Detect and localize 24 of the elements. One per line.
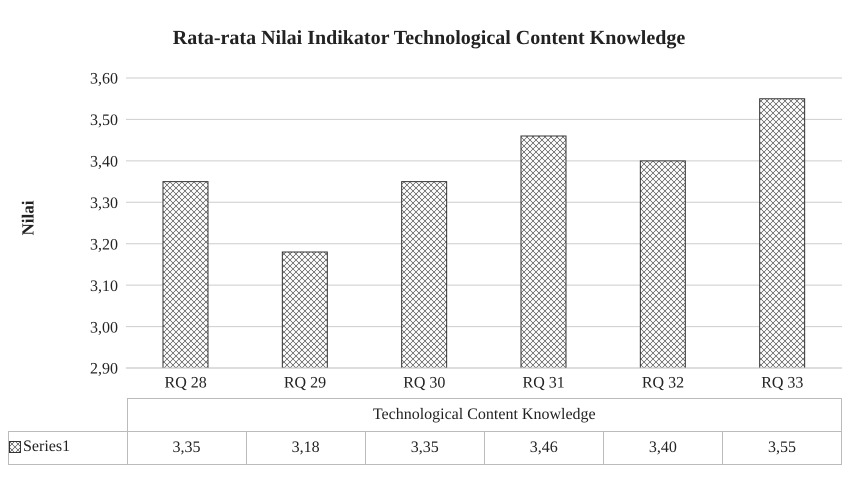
y-tick-label: 2,90 bbox=[90, 360, 118, 378]
x-tick-label: RQ 32 bbox=[642, 374, 684, 392]
y-tick-label: 3,00 bbox=[90, 319, 118, 336]
x-tick-label: RQ 29 bbox=[284, 374, 326, 392]
data-label: 3,35 bbox=[127, 432, 246, 464]
legend-label: Series1 bbox=[22, 438, 70, 456]
y-tick-label: 3,20 bbox=[90, 236, 118, 254]
y-tick-label: 3,30 bbox=[90, 194, 118, 212]
x-tick-label: RQ 28 bbox=[164, 374, 207, 392]
chart-title: Rata-rata Nilai Indikator Technological Content Knowledge bbox=[172, 26, 686, 51]
data-label: 3,55 bbox=[722, 432, 842, 464]
x-tick-label: RQ 30 bbox=[403, 374, 446, 392]
data-label: 3,46 bbox=[484, 432, 604, 464]
y-axis-title: Nilai bbox=[18, 200, 38, 236]
data-label: 3,40 bbox=[603, 432, 722, 464]
y-tick-label: 3,40 bbox=[90, 154, 118, 171]
x-tick-label: RQ 31 bbox=[522, 374, 565, 392]
y-tick-label: 3,60 bbox=[90, 70, 118, 88]
y-tick-label: 3,10 bbox=[90, 278, 118, 295]
x-axis-title: Technological Content Knowledge bbox=[127, 398, 842, 432]
y-tick-label: 3,50 bbox=[90, 112, 118, 130]
data-label: 3,35 bbox=[365, 432, 484, 464]
x-tick-label: RQ 33 bbox=[761, 374, 804, 392]
data-label: 3,18 bbox=[246, 432, 366, 464]
